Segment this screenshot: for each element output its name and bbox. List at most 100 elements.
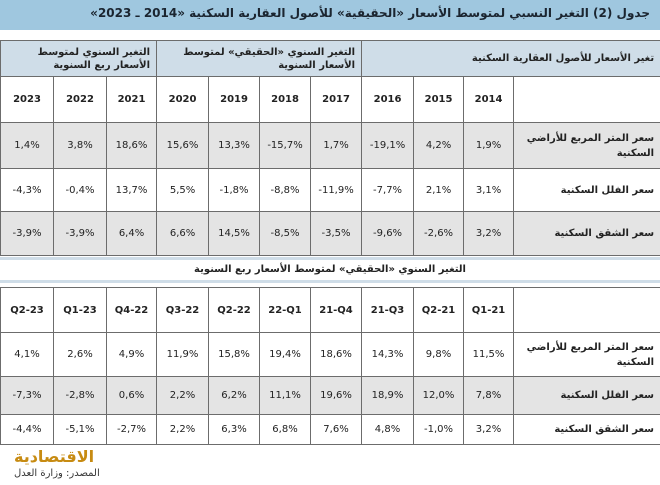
quarterly-table: Q2-23 Q1-23 Q4-22 Q3-22 Q2-22 22-Q1 21-Q… [0, 287, 660, 445]
row-label: سعر المتر المربع للأراضي السكنية [513, 332, 660, 377]
value-cell: 15,8% [208, 332, 260, 377]
quarter-header-row: Q2-23 Q1-23 Q4-22 Q3-22 Q2-22 22-Q1 21-Q… [0, 287, 660, 333]
table-row: -3,9% -3,9% 6,4% 6,6% 14,5% -8,5% -3,5% … [0, 211, 660, 256]
table-row: 4,1% 2,6% 4,9% 11,9% 15,8% 19,4% 18,6% 1… [0, 332, 660, 377]
table-row: -7,3% -2,8% 0,6% 2,2% 6,2% 11,1% 19,6% 1… [0, 376, 660, 415]
value-cell: -0,4% [53, 168, 107, 212]
value-cell: -2,6% [413, 211, 465, 256]
publisher-logo: الاقتصادية [14, 447, 95, 466]
value-cell: 18,6% [310, 332, 362, 377]
value-cell: 4,9% [106, 332, 157, 377]
year-header: 2016 [361, 76, 415, 123]
quarter-header: Q1-21 [463, 287, 514, 333]
value-cell: 3,2% [463, 414, 514, 445]
table-row: -4,3% -0,4% 13,7% 5,5% -1,8% -8,8% -11,9… [0, 168, 660, 212]
value-cell: 3,2% [463, 211, 515, 256]
value-cell: 6,4% [105, 211, 158, 256]
row-label: سعر الفلل السكنية [513, 376, 660, 415]
table-row: 1,4% 3,8% 18,6% 15,6% 13,3% -15,7% 1,7% … [0, 122, 660, 169]
quarter-header: 21-Q4 [310, 287, 362, 333]
value-cell: -4,4% [0, 414, 54, 445]
value-cell: -9,6% [361, 211, 415, 256]
year-header: 2023 [0, 76, 54, 123]
value-cell: 12,0% [413, 376, 464, 415]
row-label: سعر المتر المربع للأراضي السكنية [513, 122, 660, 169]
value-cell: -2,8% [53, 376, 107, 415]
value-cell: -4,3% [0, 168, 54, 212]
value-cell: 14,5% [208, 211, 261, 256]
value-cell: 3,1% [463, 168, 515, 212]
value-cell: 11,9% [156, 332, 209, 377]
row-label-header-blank [513, 287, 660, 333]
value-cell: 4,8% [361, 414, 414, 445]
value-cell: 11,5% [463, 332, 514, 377]
value-cell: -1,0% [413, 414, 464, 445]
value-cell: -8,5% [259, 211, 312, 256]
value-cell: 4,2% [413, 122, 465, 169]
year-header: 2019 [208, 76, 261, 123]
value-cell: -7,3% [0, 376, 54, 415]
value-cell: 7,8% [463, 376, 514, 415]
value-cell: -3,5% [310, 211, 363, 256]
year-header: 2022 [53, 76, 107, 123]
value-cell: -1,8% [208, 168, 261, 212]
value-cell: 6,6% [156, 211, 210, 256]
value-cell: 0,6% [106, 376, 157, 415]
row-label: سعر الشقق السكنية [513, 414, 660, 445]
group-header-assets: تغير الأسعار للأصول العقارية السكنية [361, 40, 660, 77]
table-title: جدول (2) التغير النسبي لمتوسط الأسعار «ا… [90, 6, 650, 20]
value-cell: -3,9% [53, 211, 107, 256]
value-cell: 2,6% [53, 332, 107, 377]
value-cell: 2,2% [156, 414, 209, 445]
value-cell: 9,8% [413, 332, 464, 377]
value-cell: 6,3% [208, 414, 260, 445]
value-cell: 7,6% [310, 414, 362, 445]
value-cell: 1,9% [463, 122, 515, 169]
value-cell: 11,1% [259, 376, 311, 415]
value-cell: -19,1% [361, 122, 415, 169]
value-cell: 2,2% [156, 376, 209, 415]
year-header-row: 2023 2022 2021 2020 2019 2018 2017 2016 … [0, 76, 660, 123]
quarter-header: Q2-21 [413, 287, 464, 333]
section-title: التغير السنوي «الحقيقي» لمتوسط الأسعار ر… [0, 260, 660, 280]
value-cell: 14,3% [361, 332, 414, 377]
value-cell: 4,1% [0, 332, 54, 377]
quarter-header: Q3-22 [156, 287, 209, 333]
value-cell: -15,7% [259, 122, 312, 169]
value-cell: -3,9% [0, 211, 54, 256]
year-header: 2018 [259, 76, 312, 123]
value-cell: 6,2% [208, 376, 260, 415]
quarter-header: Q2-22 [208, 287, 260, 333]
quarter-header: 21-Q3 [361, 287, 414, 333]
value-cell: 13,3% [208, 122, 261, 169]
group-header-row: التغير السنوي لمتوسط الأسعار ربع السنوية… [0, 40, 660, 77]
year-header: 2014 [463, 76, 515, 123]
annual-table: التغير السنوي لمتوسط الأسعار ربع السنوية… [0, 40, 660, 256]
value-cell: 18,6% [105, 122, 158, 169]
value-cell: -7,7% [361, 168, 415, 212]
value-cell: 19,4% [259, 332, 311, 377]
quarter-header: Q1-23 [53, 287, 107, 333]
group-header-quarterly-avg: التغير السنوي لمتوسط الأسعار ربع السنوية [0, 40, 158, 77]
row-label-header-blank [513, 76, 660, 123]
value-cell: -11,9% [310, 168, 363, 212]
table-row: -4,4% -5,1% -2,7% 2,2% 6,3% 6,8% 7,6% 4,… [0, 414, 660, 445]
value-cell: -8,8% [259, 168, 312, 212]
group-header-real-annual: التغير السنوي «الحقيقي» لمتوسط الأسعار ا… [156, 40, 363, 77]
value-cell: 13,7% [105, 168, 158, 212]
year-header: 2021 [105, 76, 158, 123]
value-cell: 15,6% [156, 122, 210, 169]
quarter-header: 22-Q1 [259, 287, 311, 333]
source-note: المصدر: وزارة العدل [14, 468, 100, 479]
value-cell: 1,4% [0, 122, 54, 169]
value-cell: -5,1% [53, 414, 107, 445]
value-cell: 19,6% [310, 376, 362, 415]
value-cell: 18,9% [361, 376, 414, 415]
year-header: 2015 [413, 76, 465, 123]
row-label: سعر الشقق السكنية [513, 211, 660, 256]
value-cell: 2,1% [413, 168, 465, 212]
quarter-header: Q4-22 [106, 287, 157, 333]
row-label: سعر الفلل السكنية [513, 168, 660, 212]
year-header: 2017 [310, 76, 363, 123]
value-cell: 3,8% [53, 122, 107, 169]
